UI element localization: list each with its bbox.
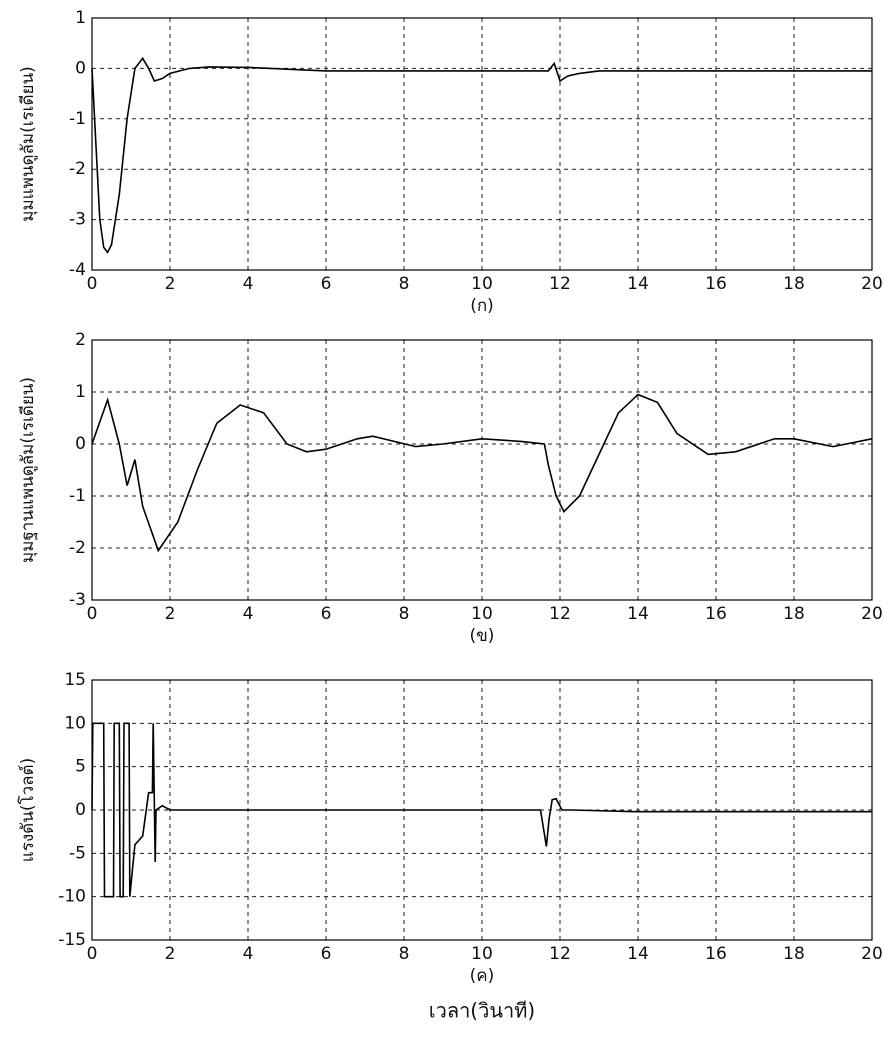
plot-frame: [91, 339, 873, 601]
x-tick-label: 16: [705, 604, 727, 624]
x-tick-label: 10: [471, 604, 493, 624]
x-tick-label: 4: [243, 604, 254, 624]
plot-frame: [91, 17, 873, 271]
x-tick-label: 14: [627, 604, 649, 624]
x-tick-label: 2: [165, 274, 176, 294]
y-tick-label: 15: [64, 670, 86, 690]
data-line: [91, 56, 872, 254]
x-axis-label: เวลา(วินาที): [429, 999, 535, 1023]
x-tick-label: 20: [861, 944, 883, 964]
y-tick-label: 1: [75, 8, 86, 28]
y-tick-label: -4: [69, 260, 86, 280]
y-tick-label: 5: [75, 757, 86, 777]
x-tick-label: 10: [471, 944, 493, 964]
x-tick-label: 2: [165, 944, 176, 964]
x-tick-label: 14: [627, 274, 649, 294]
y-axis-label: มุมฐานแพนดูลัม(เรเดียน): [18, 377, 38, 563]
y-tick-label: -10: [58, 887, 86, 907]
y-tick-label: 0: [75, 58, 86, 78]
y-tick-label: 1: [75, 382, 86, 402]
x-tick-label: 4: [243, 944, 254, 964]
x-tick-label: 8: [399, 604, 410, 624]
x-tick-label: 18: [783, 604, 805, 624]
y-axis-label: แรงดัน(โวลต์): [17, 758, 38, 862]
x-tick-label: 16: [705, 274, 727, 294]
y-tick-label: -3: [69, 590, 86, 610]
x-tick-label: 12: [549, 604, 571, 624]
x-tick-label: 18: [783, 274, 805, 294]
y-tick-label: -3: [69, 210, 86, 230]
y-tick-label: 2: [75, 330, 86, 350]
caption: (ค): [470, 966, 495, 986]
data-line: [91, 393, 873, 553]
y-tick-label: 0: [75, 800, 86, 820]
y-tick-label: -1: [69, 486, 86, 506]
x-tick-label: 16: [705, 944, 727, 964]
x-tick-label: 14: [627, 944, 649, 964]
y-tick-label: -5: [69, 843, 86, 863]
caption: (ก): [470, 296, 494, 316]
x-tick-label: 20: [861, 274, 883, 294]
y-tick-label: -1: [69, 109, 86, 129]
x-tick-label: 8: [399, 944, 410, 964]
x-tick-label: 0: [87, 944, 98, 964]
y-tick-label: -2: [69, 538, 86, 558]
x-tick-label: 8: [399, 274, 410, 294]
x-tick-label: 6: [321, 944, 332, 964]
y-tick-label: -15: [58, 930, 86, 950]
x-tick-label: 6: [321, 274, 332, 294]
y-tick-label: 0: [75, 434, 86, 454]
y-tick-label: -2: [69, 159, 86, 179]
x-tick-label: 0: [87, 604, 98, 624]
data-line: [91, 722, 872, 898]
x-tick-label: 4: [243, 274, 254, 294]
x-tick-label: 6: [321, 604, 332, 624]
x-tick-label: 12: [549, 274, 571, 294]
caption: (ข): [470, 626, 495, 646]
x-tick-label: 18: [783, 944, 805, 964]
x-tick-label: 20: [861, 604, 883, 624]
y-tick-label: 10: [64, 713, 86, 733]
x-tick-label: 2: [165, 604, 176, 624]
y-axis-label: มุมแพนดูลัม(เรเดียน): [18, 66, 38, 222]
x-tick-label: 12: [549, 944, 571, 964]
x-tick-label: 0: [87, 274, 98, 294]
x-tick-label: 10: [471, 274, 493, 294]
